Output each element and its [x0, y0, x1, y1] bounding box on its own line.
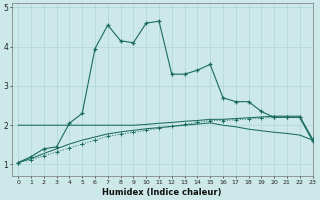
X-axis label: Humidex (Indice chaleur): Humidex (Indice chaleur) [102, 188, 222, 197]
